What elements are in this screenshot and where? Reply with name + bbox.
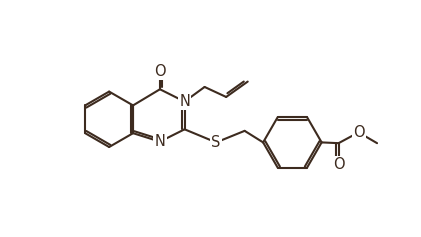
Text: O: O <box>353 125 365 140</box>
Text: N: N <box>179 94 190 109</box>
Text: O: O <box>333 157 344 172</box>
Text: O: O <box>154 64 166 79</box>
Text: S: S <box>211 135 221 150</box>
Text: N: N <box>155 134 165 149</box>
